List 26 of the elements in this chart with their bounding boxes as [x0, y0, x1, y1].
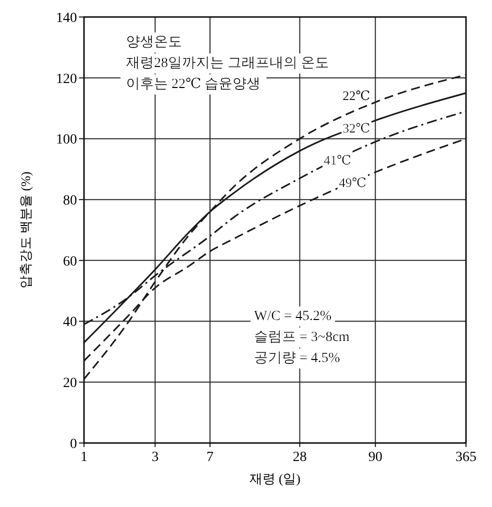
x-tick-label: 7: [206, 450, 214, 465]
series-label: 32℃: [342, 120, 370, 136]
x-axis-title: 재령 (일): [250, 471, 300, 486]
y-tick-label: 80: [63, 193, 77, 208]
annotation: 공기량 = 4.5%: [254, 351, 340, 366]
y-tick-label: 60: [63, 254, 77, 270]
annotation: 재령28일까지는 그래프내의 온도: [126, 56, 329, 71]
y-axis-title: 압축강도 백분율 (%): [18, 172, 33, 288]
series-label: 41℃: [324, 152, 352, 168]
y-tick-label: 20: [63, 376, 77, 392]
y-tick-label: 40: [63, 315, 77, 330]
x-tick-label: 28: [292, 450, 307, 465]
series-label: 22℃: [342, 88, 370, 103]
x-tick-label: 90: [368, 450, 382, 465]
annotation: 슬럼프 = 3~8cm: [254, 330, 350, 345]
annotation: W/C = 45.2%: [254, 309, 332, 324]
x-tick-label: 3: [152, 450, 159, 465]
y-tick-label: 140: [56, 10, 77, 26]
x-tick-label: 1: [80, 450, 88, 465]
y-tick-label: 0: [70, 436, 77, 452]
y-tick-label: 120: [56, 72, 77, 87]
annotation: 이후는 22℃ 습윤양생: [126, 77, 261, 92]
annotation: 양생온도: [126, 35, 182, 50]
x-tick-label: 365: [456, 450, 476, 465]
series-label: 49℃: [338, 174, 366, 190]
y-tick-label: 100: [56, 132, 77, 148]
